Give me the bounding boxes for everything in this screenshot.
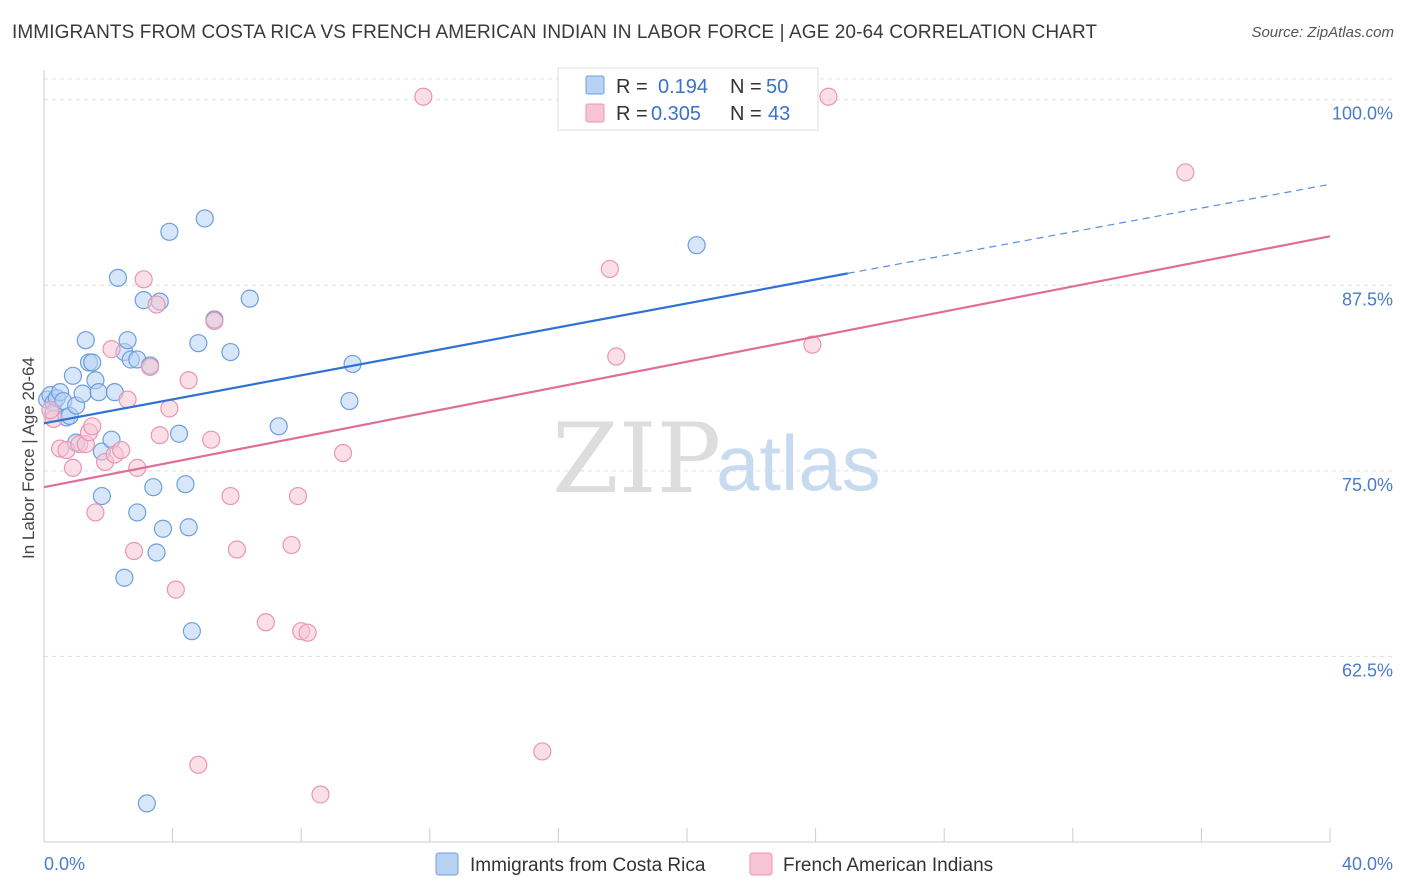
costa-rica-point-46	[340, 391, 359, 411]
legend-n-value-2: 43	[768, 103, 790, 125]
costa-rica-point-45	[269, 417, 288, 436]
french-american-indian-point-36	[533, 742, 552, 761]
costa-rica-point-31	[144, 478, 163, 497]
french-american-indian-point-40	[819, 87, 838, 106]
costa-rica-point-15	[83, 353, 102, 372]
y-axis-label: In Labor Force | Age 20-64	[19, 357, 38, 559]
french-american-indian-point-26	[221, 486, 240, 506]
costa-rica-point-36	[169, 424, 189, 443]
costa-rica-point-38	[179, 518, 198, 537]
french-american-indian-point-8	[86, 503, 105, 522]
legend-n-label-1: N =	[730, 76, 762, 98]
y-tick-labels: 100.0% 87.5% 75.0% 62.5%	[1332, 104, 1393, 681]
y-tick-label-1: 87.5%	[1342, 289, 1393, 309]
french-american-indian-point-28	[256, 613, 275, 632]
legend-r-value-2: 0.305	[651, 103, 701, 125]
costa-rica-point-49	[137, 794, 156, 813]
french-american-indian-point-12	[112, 440, 131, 460]
chart-title: IMMIGRANTS FROM COSTA RICA VS FRENCH AME…	[12, 22, 1098, 43]
costa-rica-point-48	[687, 236, 706, 255]
costa-rica-point-32	[147, 543, 166, 562]
french-american-indian-point-10	[102, 340, 121, 359]
costa-rica-point-34	[153, 519, 173, 538]
french-american-indian-point-21	[166, 580, 185, 599]
costa-rica-point-17	[89, 383, 108, 402]
trend-line-costa-rica	[43, 272, 848, 425]
french-american-indian-point-3	[63, 458, 83, 477]
costa-rica-point-23	[118, 331, 137, 350]
french-american-indian-point-22	[179, 371, 198, 390]
series-legend-swatch-pink	[749, 852, 773, 876]
costa-rica-point-27	[92, 486, 111, 506]
series-legend-label-pink: French American Indians	[783, 855, 993, 876]
costa-rica-point-13	[76, 331, 95, 350]
y-tick-label-0: 100.0%	[1332, 104, 1393, 124]
y-tick-label-2: 75.0%	[1342, 475, 1393, 495]
stats-legend: R = 0.194 N = 50 R = 0.305 N = 43	[557, 67, 819, 131]
costa-rica-point-26	[115, 568, 134, 587]
french-american-indian-point-33	[311, 785, 330, 804]
costa-rica-point-39	[182, 622, 201, 641]
costa-rica-point-37	[176, 475, 195, 494]
french-american-indian-point-34	[333, 443, 353, 463]
series-legend: Immigrants from Costa Rica French Americ…	[435, 852, 993, 876]
costa-rica-point-40	[189, 334, 208, 353]
french-american-indian-point-18	[147, 295, 166, 314]
legend-n-value-1: 50	[766, 76, 788, 98]
watermark-zip: ZIP	[552, 403, 721, 515]
french-american-indian-point-32	[298, 623, 317, 642]
legend-r-value-1: 0.194	[658, 76, 708, 98]
axes	[43, 70, 1331, 843]
source-label: Source: ZipAtlas.com	[1251, 24, 1394, 41]
french-american-indian-point-16	[134, 270, 153, 289]
costa-rica-point-21	[108, 268, 128, 287]
grid-lines	[44, 78, 1394, 657]
legend-swatch-pink	[585, 103, 605, 123]
french-american-indian-point-29	[282, 535, 301, 555]
x-tick-labels: 0.0% 40.0%	[44, 854, 1393, 874]
french-american-indian-point-30	[288, 486, 308, 506]
french-american-indian-point-14	[124, 541, 144, 561]
legend-swatch-blue	[585, 75, 605, 95]
french-american-indian-point-17	[140, 357, 160, 377]
french-american-indian-point-24	[202, 430, 221, 449]
x-tick-label-1: 40.0%	[1342, 854, 1393, 874]
french-american-indian-point-35	[414, 87, 433, 106]
watermark-atlas: atlas	[716, 419, 881, 507]
series-legend-swatch-blue	[435, 852, 459, 876]
costa-rica-point-44	[240, 289, 259, 308]
x-tick-label-0: 0.0%	[44, 854, 85, 874]
trend-line-french-american-indian	[43, 235, 1331, 489]
costa-rica-point-25	[128, 503, 147, 522]
costa-rica-point-12	[73, 384, 92, 403]
legend-n-label-2: N =	[730, 103, 762, 125]
series-french-american-indian-points	[41, 87, 1195, 804]
legend-r-label-2: R =	[616, 103, 648, 125]
series-legend-label-blue: Immigrants from Costa Rica	[470, 855, 706, 876]
french-american-indian-point-20	[160, 399, 179, 418]
french-american-indian-point-19	[150, 426, 169, 445]
french-american-indian-point-25	[205, 311, 224, 330]
y-tick-label-3: 62.5%	[1342, 660, 1393, 680]
costa-rica-point-43	[221, 342, 240, 362]
trend-lines	[43, 183, 1331, 489]
costa-rica-point-41	[195, 209, 214, 228]
french-american-indian-point-38	[607, 347, 626, 366]
french-american-indian-point-37	[600, 259, 619, 279]
french-american-indian-point-23	[189, 755, 208, 774]
trend-line-costa-rica-extension	[847, 183, 1331, 274]
french-american-indian-point-27	[227, 540, 246, 559]
french-american-indian-point-41	[1176, 163, 1195, 182]
legend-r-label-1: R =	[616, 76, 648, 98]
french-american-indian-point-7	[83, 417, 102, 436]
french-american-indian-point-42	[41, 400, 60, 420]
costa-rica-point-9	[63, 366, 83, 385]
costa-rica-point-35	[160, 222, 179, 241]
